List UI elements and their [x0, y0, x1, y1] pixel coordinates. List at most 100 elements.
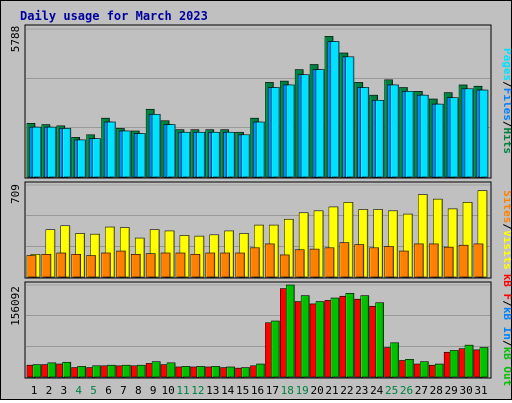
bar-pages-day-21: [330, 41, 340, 178]
bar-pages-day-16: [256, 121, 265, 178]
legend-files: Files: [501, 88, 511, 121]
bar-pages-day-18: [285, 84, 295, 178]
top-panel-ymax-label: 5788: [9, 26, 22, 53]
bar-sites-day-10: [160, 252, 171, 278]
bar-sites-day-25: [384, 246, 394, 278]
legend-kb-in: kB In: [501, 307, 511, 340]
bar-sites-day-19: [294, 249, 305, 278]
bar-pages-day-27: [420, 94, 429, 178]
bar-pages-day-1: [32, 126, 42, 178]
bar-pages-day-24: [375, 99, 385, 178]
bar-pages-day-29: [449, 97, 459, 178]
legend-separator: /: [501, 340, 511, 347]
bar-sites-day-17: [265, 243, 275, 278]
bar-pages-day-19: [300, 74, 310, 178]
x-tick-label-day-16: 16: [251, 384, 264, 397]
bar-kb-out-day-12: [196, 366, 206, 378]
top-panel-legend: Pages/Files/Hits: [501, 48, 511, 154]
bar-kb-out-day-9: [151, 361, 161, 378]
bar-kb-out-day-8: [137, 364, 146, 378]
legend-separator: /: [501, 81, 511, 88]
mid-panel-ymax-label: 709: [9, 184, 22, 204]
bar-kb-out-day-21: [330, 297, 340, 378]
bar-pages-day-10: [166, 124, 176, 178]
bar-pages-day-9: [151, 114, 161, 178]
bar-sites-day-20: [309, 248, 320, 278]
legend-separator: /: [501, 121, 511, 128]
bar-kb-out-day-19: [300, 295, 310, 378]
bar-sites-day-30: [458, 244, 469, 278]
bar-pages-day-7: [122, 130, 131, 178]
bar-pages-day-25: [390, 84, 399, 178]
x-tick-label-day-13: 13: [206, 384, 219, 397]
x-tick-label-day-31: 31: [474, 384, 487, 397]
bar-kb-out-day-10: [166, 362, 176, 378]
bar-sites-day-27: [414, 243, 424, 278]
bar-pages-day-17: [271, 87, 280, 178]
bar-sites-day-3: [56, 252, 67, 278]
x-tick-label-day-23: 23: [355, 384, 368, 397]
bar-kb-out-day-16: [256, 363, 265, 378]
bottom-panel-ymax-label: 156092: [9, 286, 22, 326]
x-tick-label-day-5: 5: [90, 384, 97, 397]
bar-kb-out-day-28: [434, 363, 444, 378]
bar-sites-day-4: [71, 253, 81, 278]
bar-pages-day-5: [92, 138, 101, 178]
bar-kb-out-day-14: [226, 366, 235, 378]
bar-kb-out-day-25: [390, 342, 399, 378]
legend-hits: Hits: [501, 128, 511, 155]
legend-sites: Sites: [501, 190, 511, 223]
bar-kb-out-day-13: [211, 366, 221, 378]
bar-pages-day-26: [405, 91, 414, 178]
bar-sites-day-21: [324, 247, 335, 278]
bar-kb-out-day-17: [271, 320, 280, 378]
bar-pages-day-13: [211, 131, 221, 178]
bar-kb-out-day-27: [420, 361, 429, 378]
bar-sites-day-1: [26, 255, 37, 278]
bar-kb-out-day-5: [92, 365, 101, 378]
bar-sites-day-13: [205, 252, 216, 278]
x-tick-label-day-12: 12: [191, 384, 204, 397]
bar-pages-day-11: [181, 131, 191, 178]
bar-pages-day-15: [241, 134, 250, 178]
x-tick-label-day-9: 9: [150, 384, 157, 397]
bar-pages-day-23: [360, 87, 370, 178]
bar-sites-day-16: [250, 247, 260, 278]
bar-kb-out-day-6: [107, 364, 116, 378]
legend-kb-f: kB F: [501, 274, 511, 301]
bar-pages-day-22: [345, 56, 355, 178]
bar-kb-out-day-30: [464, 344, 474, 378]
x-tick-label-day-3: 3: [60, 384, 67, 397]
bar-sites-day-29: [443, 246, 454, 278]
mid-panel-bars: [26, 190, 488, 278]
bar-kb-out-day-23: [360, 295, 370, 378]
x-tick-label-day-22: 22: [340, 384, 353, 397]
x-tick-label-day-28: 28: [430, 384, 443, 397]
bar-sites-day-24: [369, 247, 380, 278]
x-tick-label-day-6: 6: [105, 384, 112, 397]
bar-sites-day-14: [220, 252, 230, 278]
legend-separator: /: [501, 223, 511, 230]
x-tick-label-day-1: 1: [31, 384, 38, 397]
legend-pages: Pages: [501, 48, 511, 81]
x-tick-label-day-26: 26: [400, 384, 413, 397]
bar-kb-out-day-20: [315, 301, 325, 378]
x-tick-label-day-7: 7: [120, 384, 127, 397]
x-axis-day-labels: 1 2 3 4 5 6 7 8 9 10 11 12 13 14 15 16 17 18 19 20 21 22 23 24 2…: [31, 384, 488, 397]
bar-sites-day-26: [399, 250, 409, 278]
bar-pages-day-12: [196, 131, 206, 178]
legend-kb-out: kB Out: [501, 347, 511, 387]
bar-sites-day-2: [41, 253, 52, 278]
bar-kb-out-day-4: [77, 366, 86, 378]
bottom-panel-legend: kB F/kB In/kB Out: [501, 274, 511, 387]
bar-kb-out-day-15: [241, 367, 250, 378]
bar-pages-day-28: [434, 103, 444, 178]
legend-separator: /: [501, 300, 511, 307]
bar-sites-day-5: [86, 255, 96, 278]
bar-sites-day-31: [473, 243, 484, 278]
x-tick-label-day-30: 30: [459, 384, 472, 397]
x-tick-label-day-15: 15: [236, 384, 249, 397]
bar-pages-day-2: [47, 126, 57, 178]
bar-kb-out-day-29: [449, 350, 459, 378]
